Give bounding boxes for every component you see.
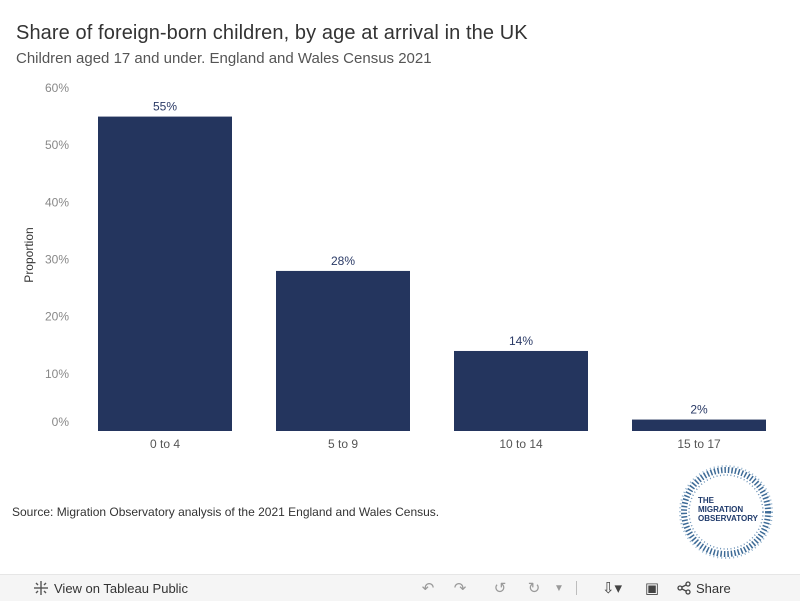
y-tick-label: 50%	[45, 138, 69, 152]
chevron-down-icon[interactable]: ▼	[554, 582, 564, 594]
data-label: 14%	[509, 334, 533, 348]
chart-title: Share of foreign-born children, by age a…	[16, 22, 528, 44]
y-tick-label: 10%	[45, 367, 69, 381]
y-tick-label: 20%	[45, 310, 69, 324]
bar[interactable]	[276, 270, 410, 431]
data-label: 55%	[153, 100, 177, 114]
y-axis-label: Proportion	[22, 227, 36, 282]
logo-line-2: MIGRATION	[698, 505, 744, 514]
redo-icon[interactable]: ↷	[453, 580, 467, 597]
x-tick-label: 0 to 4	[150, 437, 180, 451]
share-label: Share	[696, 580, 731, 596]
view-on-tableau-link[interactable]: View on Tableau Public	[34, 581, 188, 596]
logo-line-1: THE	[698, 496, 714, 505]
refresh-icon[interactable]: ↻	[527, 580, 541, 597]
download-icon[interactable]: ⇩▾	[601, 580, 623, 597]
bar[interactable]	[98, 116, 232, 431]
bar-chart: 0% 10% 20% 30% 40% 50% 60% 55% 28% 14% 2% 0 to 4 5…	[22, 81, 766, 451]
y-tick-label: 0%	[52, 415, 70, 429]
y-axis: 0% 10% 20% 30% 40% 50% 60%	[45, 81, 69, 429]
bar[interactable]	[454, 350, 588, 431]
tableau-toolbar: View on Tableau Public ↶ ↷ ↺ ↻ ▼ ⇩▾ ▣ Sh…	[0, 574, 800, 601]
logo-ring-icon	[679, 465, 773, 559]
undo-icon[interactable]: ↶	[421, 580, 435, 597]
share-icon	[677, 581, 691, 595]
bar[interactable]	[632, 419, 766, 431]
x-axis: 0 to 4 5 to 9 10 to 14 15 to 17	[150, 437, 721, 451]
data-label: 28%	[331, 254, 355, 268]
chart-subtitle: Children aged 17 and under. England and …	[16, 50, 432, 67]
share-button[interactable]: Share	[677, 581, 731, 596]
logo-line-3: OBSERVATORY	[698, 514, 759, 523]
migration-observatory-logo: THE MIGRATION OBSERVATORY	[676, 462, 776, 562]
view-on-tableau-label: View on Tableau Public	[54, 580, 188, 596]
revert-icon[interactable]: ↺	[493, 580, 507, 597]
x-tick-label: 15 to 17	[677, 437, 721, 451]
fullscreen-icon[interactable]: ▣	[644, 580, 660, 597]
y-tick-label: 60%	[45, 81, 69, 95]
toolbar-divider	[576, 581, 577, 595]
y-tick-label: 30%	[45, 253, 69, 267]
tableau-icon	[34, 581, 48, 595]
x-tick-label: 10 to 14	[499, 437, 543, 451]
data-label: 2%	[690, 403, 708, 417]
y-tick-label: 40%	[45, 195, 69, 209]
source-note: Source: Migration Observatory analysis o…	[12, 505, 440, 519]
bars: 55% 28% 14% 2%	[98, 100, 766, 431]
x-tick-label: 5 to 9	[328, 437, 358, 451]
